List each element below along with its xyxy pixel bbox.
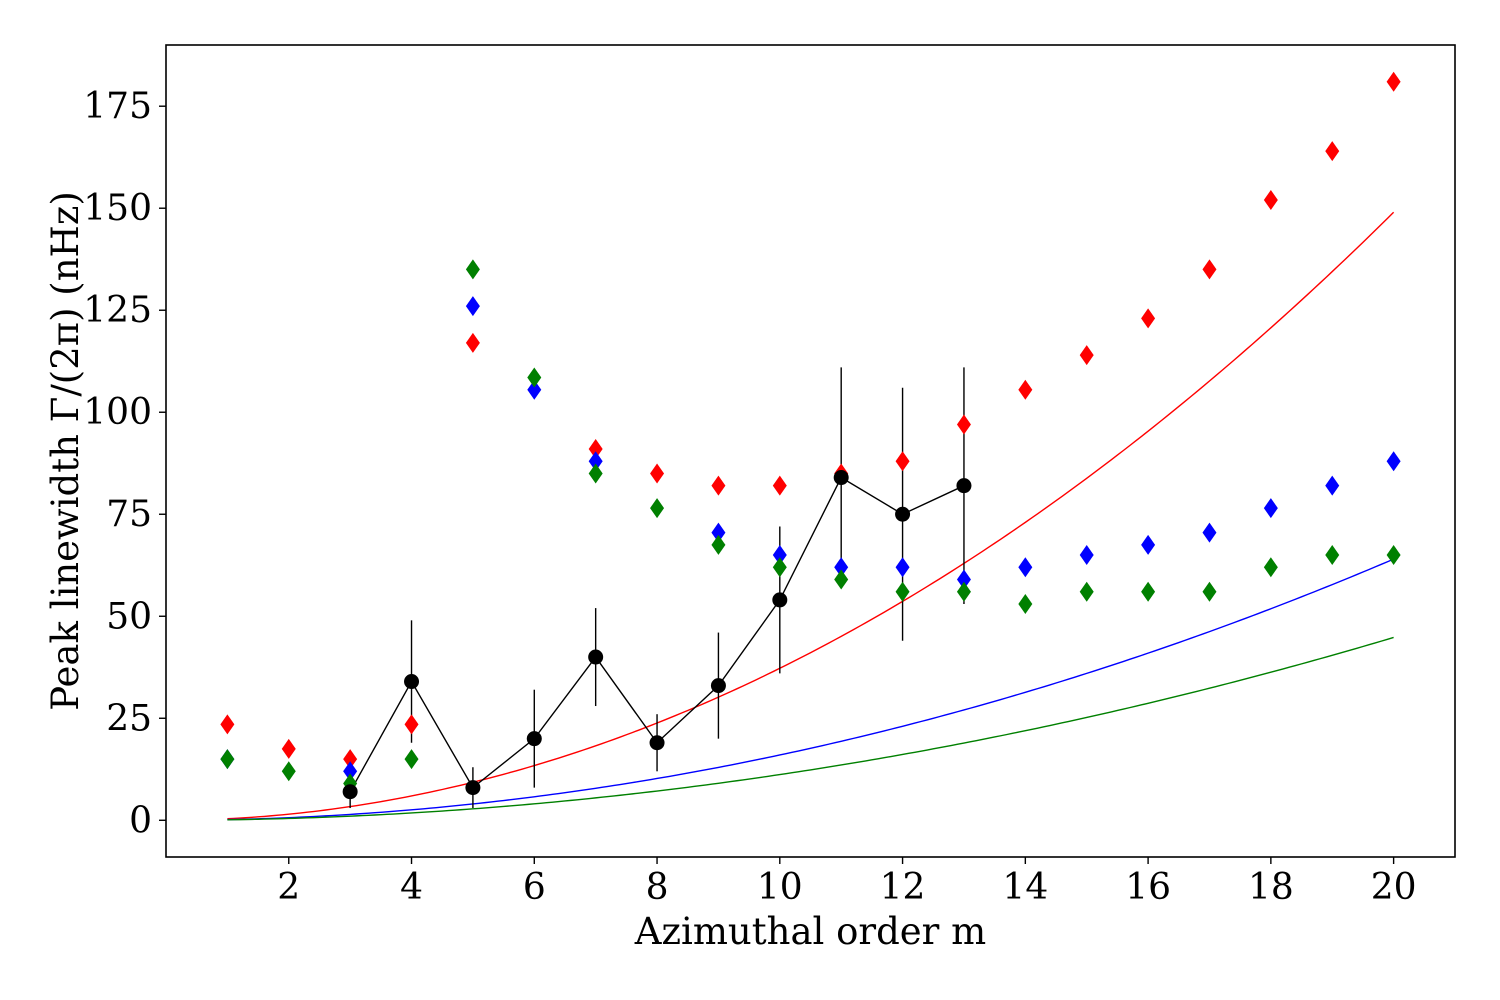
red-diamond-point xyxy=(1079,345,1094,366)
green-curve-line xyxy=(227,636,1394,821)
x-tick-label: 18 xyxy=(1248,867,1294,908)
blue-diamond-point xyxy=(1018,557,1033,578)
observed-point xyxy=(710,678,726,694)
red-diamond-point xyxy=(465,332,480,353)
y-axis-label: Peak linewidth Γ/(2π) (nHz) xyxy=(44,191,87,711)
green-diamond-point xyxy=(956,581,971,602)
observed-point xyxy=(526,731,542,747)
green-diamond-point xyxy=(1325,545,1340,566)
x-tick-label: 8 xyxy=(646,867,669,908)
blue-diamond-point xyxy=(1263,498,1278,519)
blue-diamond-point xyxy=(711,522,726,543)
green-diamond-point xyxy=(1018,594,1033,615)
red-diamond-point xyxy=(772,475,787,496)
observed-point xyxy=(895,506,911,522)
blue-diamond-point xyxy=(1079,545,1094,566)
y-tick-label: 125 xyxy=(83,290,152,331)
red-diamond-point xyxy=(895,451,910,472)
blue-diamond-point xyxy=(1141,534,1156,555)
model-curves xyxy=(227,211,1395,821)
green-diamond-point xyxy=(1263,557,1278,578)
green-diamond-point xyxy=(711,534,726,555)
blue-diamond-point xyxy=(895,557,910,578)
x-tick-label: 10 xyxy=(757,867,803,908)
blue-diamond-point xyxy=(772,545,787,566)
x-tick-label: 20 xyxy=(1371,867,1417,908)
observed-point xyxy=(588,649,604,665)
observed-point xyxy=(772,592,788,608)
blue-diamond-point xyxy=(527,379,542,400)
y-tick-label: 25 xyxy=(106,698,152,739)
red-diamond-point xyxy=(1325,141,1340,162)
red-diamond-point xyxy=(1202,259,1217,280)
y-axis-ticks: 0 25 50 75 100 125 150 175 xyxy=(83,86,166,841)
red-diamond-point xyxy=(956,414,971,435)
observed-point xyxy=(404,674,420,690)
y-tick-label: 50 xyxy=(106,596,152,637)
blue-diamond-point xyxy=(956,569,971,590)
green-diamond-point xyxy=(1386,545,1401,566)
blue-diamond-point xyxy=(588,451,603,472)
x-tick-label: 4 xyxy=(400,867,423,908)
x-tick-label: 16 xyxy=(1125,867,1171,908)
green-diamond-point xyxy=(588,463,603,484)
observed-point xyxy=(833,470,849,486)
green-diamond-point xyxy=(1141,581,1156,602)
observed-point xyxy=(649,735,665,751)
blue-diamond-point xyxy=(834,557,849,578)
green-diamond-point xyxy=(1079,581,1094,602)
x-tick-label: 2 xyxy=(277,867,300,908)
green-diamond-point xyxy=(650,498,665,519)
blue-diamond-point xyxy=(465,296,480,317)
green-diamond-point xyxy=(527,367,542,388)
x-axis-ticks: 2 4 6 8 10 12 14 16 18 20 xyxy=(277,857,1417,908)
blue-diamond-point xyxy=(1202,522,1217,543)
y-tick-label: 0 xyxy=(129,800,152,841)
x-tick-label: 12 xyxy=(880,867,926,908)
green-diamond-point xyxy=(465,259,480,280)
x-tick-label: 14 xyxy=(1002,867,1048,908)
red-diamond-point xyxy=(281,738,296,759)
y-tick-label: 150 xyxy=(83,188,152,229)
red-diamond-point xyxy=(404,714,419,735)
red-diamond-point xyxy=(1141,308,1156,329)
plot-frame xyxy=(165,44,1456,858)
red-diamond-point xyxy=(588,438,603,459)
green-diamond-point xyxy=(772,557,787,578)
red-diamond-point xyxy=(1263,190,1278,211)
red-diamond-point xyxy=(650,463,665,484)
blue-diamond-point xyxy=(1325,475,1340,496)
red-diamond-point xyxy=(1018,379,1033,400)
observed-point xyxy=(465,780,481,796)
x-tick-label: 6 xyxy=(523,867,546,908)
green-diamond-point xyxy=(281,761,296,782)
observed-point xyxy=(342,784,358,800)
red-diamond-point xyxy=(343,749,358,770)
green-diamond-point xyxy=(404,749,419,770)
blue-diamond-point xyxy=(1386,451,1401,472)
y-tick-label: 175 xyxy=(83,86,152,127)
data-markers xyxy=(220,71,1401,800)
blue-curve-line xyxy=(227,558,1394,821)
y-tick-label: 75 xyxy=(106,494,152,535)
red-diamond-point xyxy=(1386,71,1401,92)
green-diamond-point xyxy=(220,749,235,770)
green-diamond-point xyxy=(834,569,849,590)
observed-point xyxy=(956,478,972,494)
red-diamond-point xyxy=(220,714,235,735)
y-tick-label: 100 xyxy=(83,392,152,433)
red-curve-line xyxy=(227,211,1395,820)
red-diamond-point xyxy=(711,475,726,496)
green-diamond-point xyxy=(895,581,910,602)
x-axis-label: Azimuthal order m xyxy=(634,910,986,953)
green-diamond-point xyxy=(1202,581,1217,602)
blue-diamond-point xyxy=(343,761,358,782)
